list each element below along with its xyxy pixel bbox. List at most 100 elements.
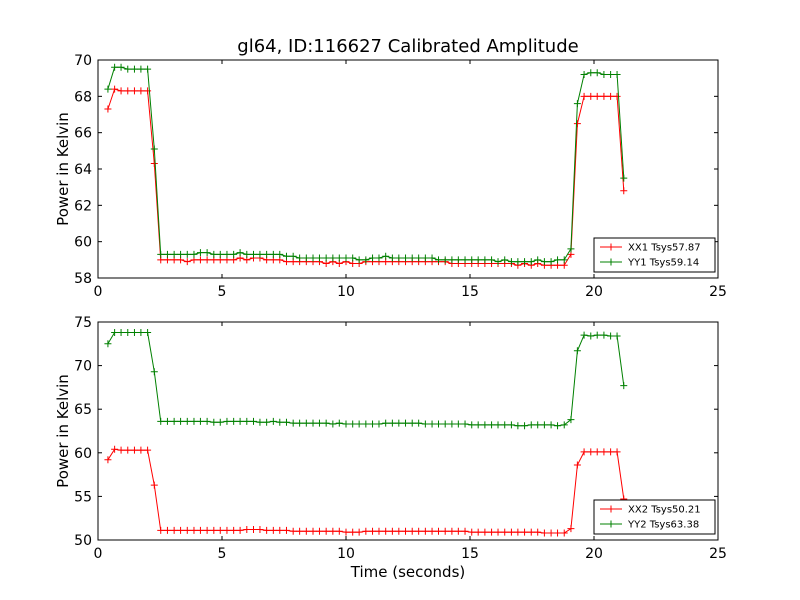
data-point <box>514 258 522 266</box>
data-point <box>620 174 628 182</box>
data-point <box>395 254 403 262</box>
data-point <box>117 328 125 336</box>
data-point <box>216 418 224 426</box>
data-point <box>382 527 390 535</box>
data-point <box>315 419 323 427</box>
data-point <box>560 529 568 537</box>
data-point <box>236 417 244 425</box>
legend-box <box>593 499 716 535</box>
data-point <box>269 250 277 258</box>
y-tick-label: 60 <box>74 235 92 251</box>
data-point <box>309 254 317 262</box>
y-tick-label: 62 <box>74 198 92 214</box>
series-line <box>107 88 625 266</box>
data-point <box>527 421 535 429</box>
data-point <box>170 417 178 425</box>
data-point <box>567 525 575 533</box>
data-point <box>481 528 489 536</box>
data-point <box>210 250 218 258</box>
series-2 <box>104 63 628 266</box>
data-point <box>157 417 165 425</box>
data-point <box>130 446 138 454</box>
data-point <box>210 526 218 534</box>
data-point <box>607 448 615 456</box>
subplot-2: 0 5 10 15 20 25 50 55 60 65 70 75 Power in Kelvin Tim… <box>54 315 727 581</box>
data-point <box>534 256 542 264</box>
data-point <box>342 254 350 262</box>
data-point <box>282 252 290 260</box>
data-point <box>236 526 244 534</box>
data-point <box>375 254 383 262</box>
data-point <box>474 528 482 536</box>
data-point <box>554 529 562 537</box>
data-point <box>137 446 145 454</box>
data-point <box>163 526 171 534</box>
data-point <box>302 254 310 262</box>
data-point <box>183 526 191 534</box>
data-point <box>547 421 555 429</box>
data-point <box>335 527 343 535</box>
data-point <box>362 527 370 535</box>
data-point <box>163 250 171 258</box>
x-tick-label: 10 <box>337 546 355 562</box>
data-point <box>507 258 515 266</box>
y-tick-label: 60 <box>74 446 92 462</box>
y-tick-label: 58 <box>74 271 92 287</box>
data-point <box>587 448 595 456</box>
data-point <box>203 417 211 425</box>
legend: XX2 Tsys50.21 YY2 Tsys63.38 <box>593 499 716 535</box>
data-point <box>507 421 515 429</box>
data-point <box>494 421 502 429</box>
data-point <box>322 419 330 427</box>
data-point <box>249 526 257 534</box>
chart-title: gl64, ID:116627 Calibrated Amplitude <box>237 36 578 57</box>
data-point <box>540 529 548 537</box>
data-point <box>296 527 304 535</box>
data-point <box>302 419 310 427</box>
data-point <box>534 421 542 429</box>
data-point <box>521 528 529 536</box>
data-point <box>144 65 152 73</box>
x-tick-label: 15 <box>461 546 479 562</box>
series-line <box>107 332 625 427</box>
data-point <box>157 250 165 258</box>
data-point <box>454 420 462 428</box>
data-point <box>355 420 363 428</box>
x-tick-label: 25 <box>709 546 727 562</box>
data-point <box>620 187 628 195</box>
legend-label: YY1 Tsys59.14 <box>627 258 699 269</box>
legend-label: YY2 Tsys63.38 <box>627 520 699 531</box>
data-point <box>282 526 290 534</box>
data-point <box>362 420 370 428</box>
data-point <box>144 328 152 336</box>
data-point <box>263 250 271 258</box>
data-point <box>501 528 509 536</box>
data-point <box>547 258 555 266</box>
data-point <box>567 416 575 424</box>
data-point <box>236 249 244 257</box>
data-point <box>421 420 429 428</box>
data-point <box>573 461 581 469</box>
data-point <box>593 92 601 100</box>
data-point <box>408 254 416 262</box>
data-point <box>329 420 337 428</box>
data-point <box>111 63 119 71</box>
data-point <box>256 526 264 534</box>
data-point <box>302 527 310 535</box>
data-point <box>124 328 132 336</box>
data-point <box>117 446 125 454</box>
data-point <box>402 254 410 262</box>
data-point <box>150 160 158 168</box>
data-point <box>309 419 317 427</box>
y-tick-label: 68 <box>74 89 92 105</box>
x-tick-label: 20 <box>585 546 603 562</box>
data-point <box>349 420 357 428</box>
data-point <box>481 256 489 264</box>
x-tick-label: 0 <box>94 284 103 300</box>
data-point <box>448 256 456 264</box>
data-point <box>282 418 290 426</box>
data-point <box>349 254 357 262</box>
data-point <box>289 527 297 535</box>
data-point <box>183 250 191 258</box>
